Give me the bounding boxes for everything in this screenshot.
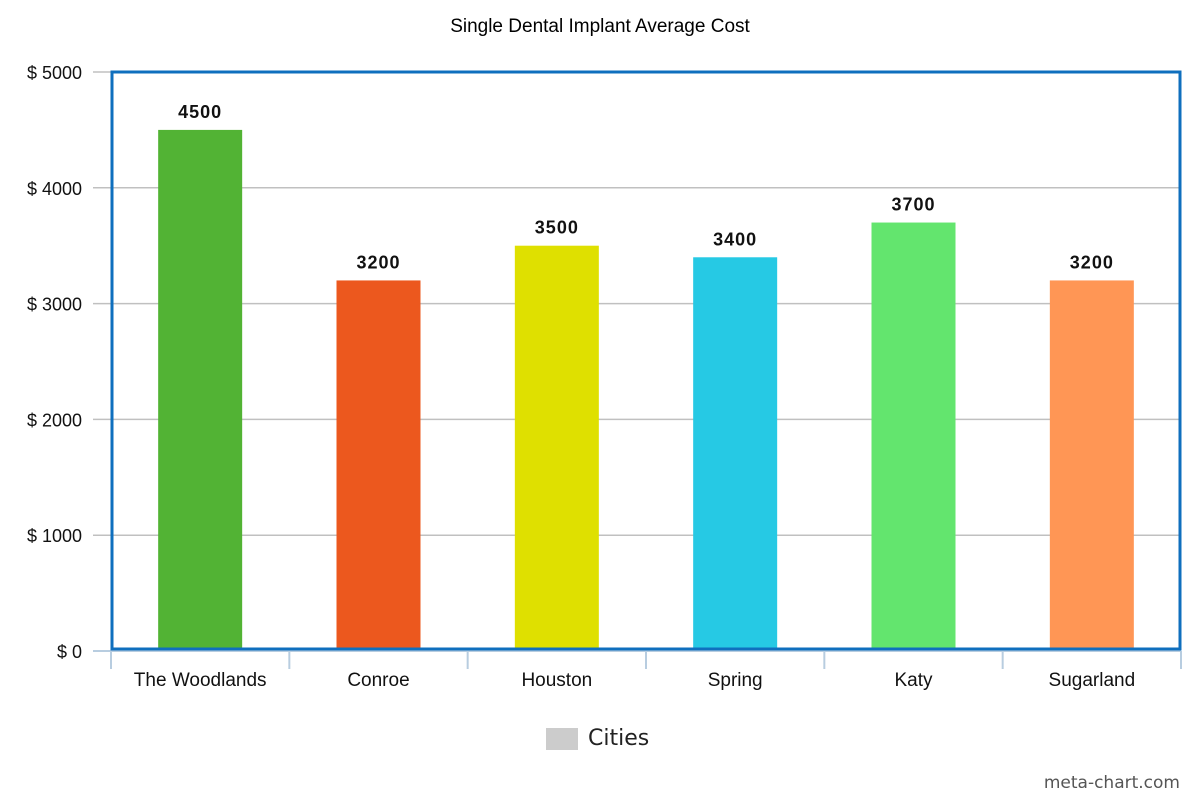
y-tick-label: $ 4000 <box>27 179 82 199</box>
x-tick-label: Katy <box>894 670 933 691</box>
bar-4 <box>871 222 956 652</box>
grid-lines <box>93 71 1181 652</box>
data-label: 3200 <box>1070 252 1114 272</box>
data-label: 3200 <box>356 252 400 272</box>
bars <box>158 129 1134 652</box>
data-label: 3500 <box>535 218 579 238</box>
bar-5 <box>1049 280 1134 651</box>
bar-1 <box>336 280 421 651</box>
x-tick-label: Spring <box>708 670 763 691</box>
y-tick-label: $ 3000 <box>27 295 82 315</box>
data-label: 3400 <box>713 229 757 249</box>
y-tick-label: $ 0 <box>57 642 82 662</box>
x-tick-label: Sugarland <box>1049 670 1136 691</box>
legend: Cities <box>546 726 649 751</box>
legend-swatch <box>546 727 578 750</box>
bar-2 <box>514 245 599 651</box>
chart-title: Single Dental Implant Average Cost <box>450 16 750 37</box>
x-tick-label: The Woodlands <box>134 670 267 691</box>
data-label: 3700 <box>891 195 935 215</box>
data-labels: 4500 3200 3500 3400 3700 3200 <box>178 102 1114 273</box>
legend-label: Cities <box>588 726 650 751</box>
watermark: meta-chart.com <box>1043 773 1180 793</box>
x-tick-label: Houston <box>521 670 592 691</box>
data-label: 4500 <box>178 102 222 122</box>
x-tick-label: Conroe <box>347 670 409 691</box>
y-tick-label: $ 1000 <box>27 526 82 546</box>
plot-border <box>110 70 1182 651</box>
bar-0 <box>158 129 243 651</box>
axes: $ 0 $ 1000 $ 2000 $ 3000 $ 4000 $ 5000 The Woo… <box>27 63 1182 691</box>
y-tick-label: $ 5000 <box>27 63 82 83</box>
bar-3 <box>693 257 778 651</box>
y-tick-label: $ 2000 <box>27 410 82 430</box>
